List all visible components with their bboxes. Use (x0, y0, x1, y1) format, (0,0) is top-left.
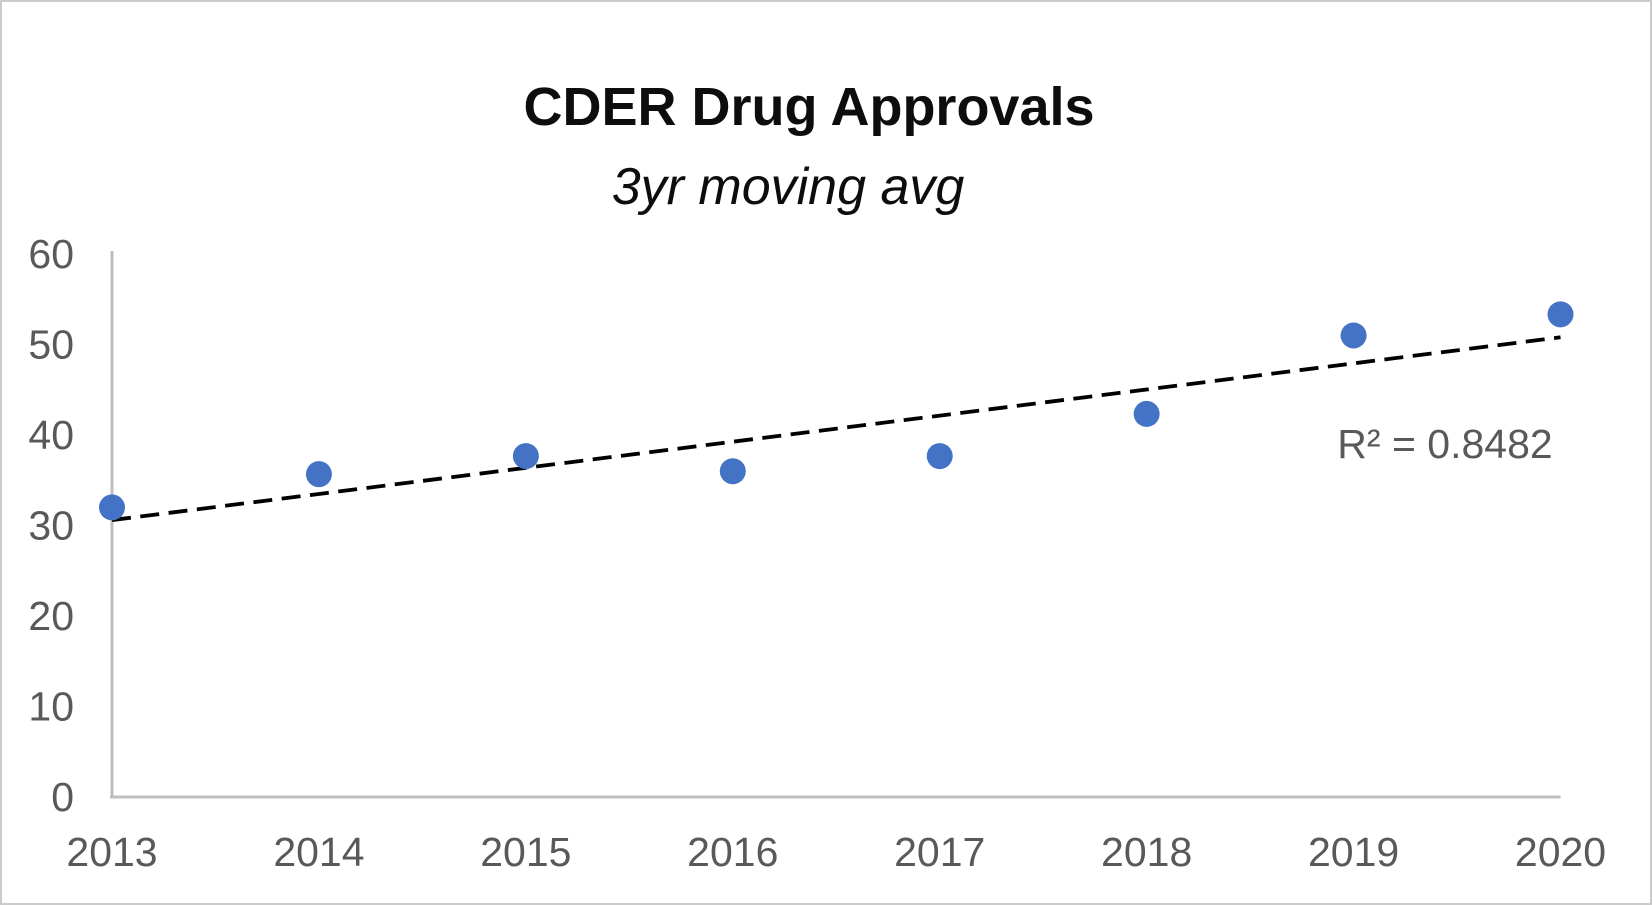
axes (110, 251, 1561, 799)
x-axis-tick-label: 2015 (480, 829, 571, 875)
x-axis-tick-label: 2019 (1308, 829, 1399, 875)
x-axis-tick-label: 2017 (894, 829, 985, 875)
y-axis-tick-label: 10 (28, 684, 74, 730)
y-axis-tick-label: 20 (28, 593, 74, 639)
x-axis-tick-label: 2020 (1515, 829, 1606, 875)
data-point (1547, 301, 1574, 328)
data-point (99, 494, 125, 521)
tick-labels: 0 10 20 30 40 50 60 2013 2014 2015 2016 2017 2018 201… (28, 231, 1606, 875)
x-axis-tick-label: 2013 (66, 829, 157, 875)
x-axis-tick-label: 2014 (273, 829, 364, 875)
annotation-group: R² = 0.8482 (1337, 421, 1552, 467)
y-axis-tick-label: 50 (28, 322, 74, 368)
chart-subtitle: 3yr moving avg (611, 158, 965, 216)
data-point (305, 461, 332, 488)
y-axis-tick-label: 0 (51, 774, 74, 820)
data-points (99, 301, 1574, 521)
trendline (111, 335, 1561, 522)
data-point (1133, 400, 1160, 427)
x-axis-tick-label: 2018 (1101, 829, 1192, 875)
x-axis-tick-label: 2016 (687, 829, 778, 875)
trendline-group (111, 335, 1561, 522)
data-point (926, 443, 953, 470)
r-squared-label: R² = 0.8482 (1337, 421, 1552, 467)
data-point (1340, 322, 1367, 349)
y-axis-tick-label: 60 (28, 231, 74, 277)
chart-title: CDER Drug Approvals (523, 77, 1095, 137)
y-axis-tick-label: 40 (28, 412, 74, 458)
data-point (719, 458, 746, 485)
y-axis-tick-label: 30 (28, 503, 74, 549)
data-point (512, 443, 539, 470)
